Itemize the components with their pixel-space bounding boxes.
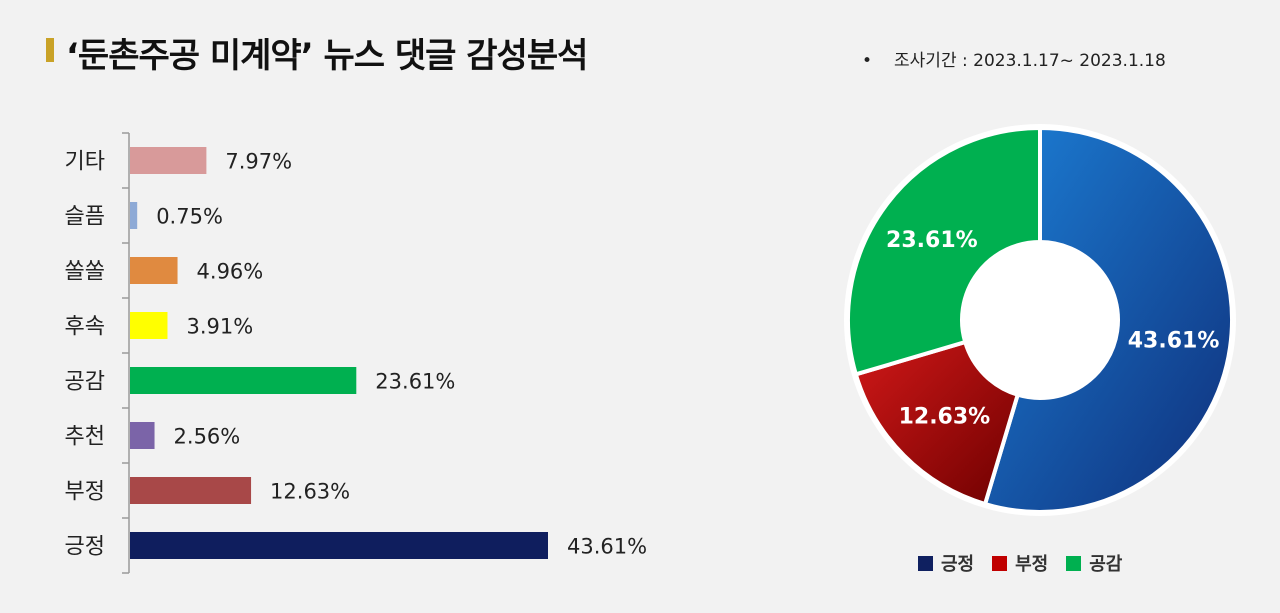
bar-category-label: 쏠쏠 xyxy=(65,260,105,285)
donut-value-label: 12.63% xyxy=(899,404,991,429)
legend-label-positive: 긍정 xyxy=(941,554,975,575)
legend-item-empathy: 공감 xyxy=(1066,550,1122,576)
legend-label-negative: 부정 xyxy=(1015,554,1049,575)
bar-category-label: 후속 xyxy=(65,315,105,340)
legend-item-positive: 긍정 xyxy=(918,550,974,576)
bar-category-label: 부정 xyxy=(65,480,105,505)
legend-swatch-negative xyxy=(992,555,1008,571)
donut-slice-0 xyxy=(982,125,1234,514)
bar-value-label: 3.91% xyxy=(186,315,253,339)
period-bullet: • xyxy=(862,51,873,71)
bar-value-label: 7.97% xyxy=(225,150,292,174)
legend-item-negative: 부정 xyxy=(992,550,1048,576)
bar-5 xyxy=(130,422,155,449)
bar-2 xyxy=(130,257,178,284)
bar-category-label: 슬픔 xyxy=(65,205,105,230)
bar-category-label: 추천 xyxy=(65,425,105,450)
donut-slice-1 xyxy=(853,339,1021,507)
bar-category-label: 긍정 xyxy=(65,535,105,560)
bar-value-label: 0.75% xyxy=(156,205,223,229)
bar-value-label: 4.96% xyxy=(197,260,264,284)
legend-label-empathy: 공감 xyxy=(1089,554,1123,575)
bar-value-label: 2.56% xyxy=(174,425,241,449)
survey-period: • 조사기간 : 2023.1.17~ 2023.1.18 xyxy=(862,46,1166,71)
bar-6 xyxy=(130,477,252,504)
bar-value-label: 23.61% xyxy=(375,370,455,394)
bar-4 xyxy=(130,367,357,394)
bar-category-label: 기타 xyxy=(65,150,105,175)
legend-swatch-empathy xyxy=(1066,555,1082,571)
legend-swatch-positive xyxy=(918,555,933,571)
period-text: 조사기간 : 2023.1.17~ 2023.1.18 xyxy=(894,51,1166,71)
bar-1 xyxy=(130,202,138,229)
bar-chart: 기타 7.97% 슬픔 0.75% 쏠쏠 4.96% 후속 3.91% 공감 23.61% 추천 2.… xyxy=(65,132,647,574)
bar-3 xyxy=(130,312,168,339)
donut-value-label: 23.61% xyxy=(886,228,978,253)
bar-0 xyxy=(130,147,207,174)
donut-legend: 긍정 부정 공감 xyxy=(918,550,1122,576)
title-accent-bar xyxy=(46,38,54,62)
donut-chart: 43.61% 12.63% 23.61% xyxy=(844,124,1236,516)
bar-value-label: 12.63% xyxy=(270,480,350,504)
donut-value-label: 43.61% xyxy=(1128,329,1220,354)
donut-slice-2 xyxy=(846,125,1042,377)
page-title: ‘둔촌주공 미계약’ 뉴스 댓글 감성분석 xyxy=(66,36,588,76)
bar-7 xyxy=(130,532,548,559)
bar-value-label: 43.61% xyxy=(567,535,647,559)
bar-category-label: 공감 xyxy=(65,370,105,395)
